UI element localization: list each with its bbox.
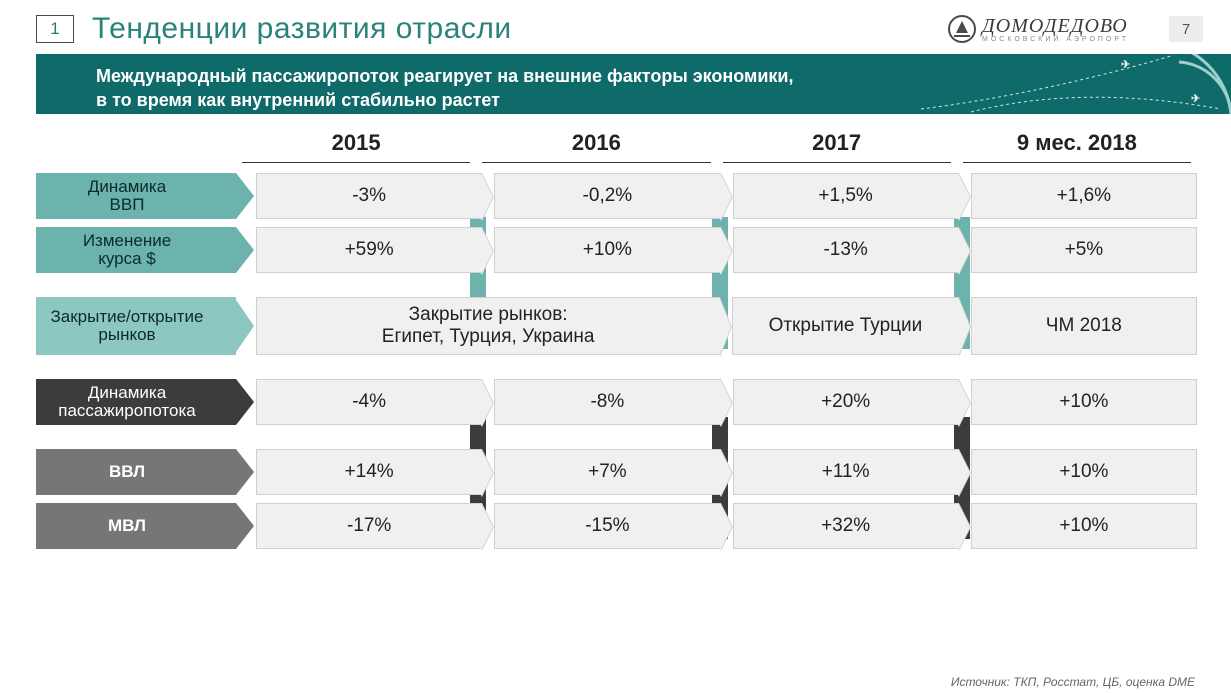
row-label-markets: Закрытие/открытие рынков: [36, 297, 236, 355]
cell-merged: Закрытие рынков: Египет, Турция, Украина: [256, 297, 720, 355]
cell: -4%: [256, 379, 482, 425]
row-cells: -17% -15% +32% +10%: [256, 503, 1197, 549]
gap: [36, 433, 1197, 449]
row-cells: Закрытие рынков: Египет, Турция, Украина…: [256, 297, 1197, 355]
row-cells: -3% -0,2% +1,5% +1,6%: [256, 173, 1197, 219]
cell: +1,6%: [971, 173, 1197, 219]
cell: +5%: [971, 227, 1197, 273]
year-headers-row: 2015 2016 2017 9 мес. 2018: [236, 130, 1197, 163]
banner-line2: в то время как внутренний стабильно раст…: [96, 88, 1203, 112]
logo-main: ДОМОДЕДОВО: [982, 16, 1129, 36]
gap: [36, 281, 1197, 297]
logo: ДОМОДЕДОВО МОСКОВСКИЙ АЭРОПОРТ: [948, 15, 1129, 43]
rows-container: Динамика ВВП -3% -0,2% +1,5% +1,6% Измен…: [36, 173, 1197, 549]
row-label-usd: Изменение курса $: [36, 227, 236, 273]
cell: +20%: [733, 379, 959, 425]
row-label-text: Динамика ВВП: [88, 178, 166, 215]
row-label-text: Закрытие/открытие рынков: [50, 308, 203, 345]
cell: +10%: [494, 227, 720, 273]
cell: -17%: [256, 503, 482, 549]
row-cells: -4% -8% +20% +10%: [256, 379, 1197, 425]
row-label-vvl: ВВЛ: [36, 449, 236, 495]
cell: -15%: [494, 503, 720, 549]
year-header: 2016: [482, 130, 710, 163]
cell: Открытие Турции: [732, 297, 958, 355]
row-markets: Закрытие/открытие рынков Закрытие рынков…: [36, 297, 1197, 355]
page-number: 7: [1169, 16, 1203, 42]
row-pax: Динамика пассажиропотока -4% -8% +20% +1…: [36, 379, 1197, 425]
section-number: 1: [50, 19, 59, 39]
section-number-box: 1: [36, 15, 74, 43]
row-cells: +59% +10% -13% +5%: [256, 227, 1197, 273]
row-label-text: Изменение курса $: [83, 232, 171, 269]
cell: +11%: [733, 449, 959, 495]
cell: +32%: [733, 503, 959, 549]
year-header: 9 мес. 2018: [963, 130, 1191, 163]
row-usd: Изменение курса $ +59% +10% -13% +5%: [36, 227, 1197, 273]
cell: +14%: [256, 449, 482, 495]
row-label-gdp: Динамика ВВП: [36, 173, 236, 219]
gap: [36, 363, 1197, 379]
airport-logo-icon: [948, 15, 976, 43]
cell: -13%: [733, 227, 959, 273]
cell: +1,5%: [733, 173, 959, 219]
row-label-text: Динамика пассажиропотока: [58, 384, 196, 421]
cell: -8%: [494, 379, 720, 425]
subtitle-banner: Международный пассажиропоток реагирует н…: [36, 54, 1231, 114]
year-header: 2017: [723, 130, 951, 163]
row-mvl: МВЛ -17% -15% +32% +10%: [36, 503, 1197, 549]
year-header: 2015: [242, 130, 470, 163]
data-grid: 2015 2016 2017 9 мес. 2018 Динамика ВВП …: [0, 114, 1231, 563]
source-note: Источник: ТКП, Росстат, ЦБ, оценка DME: [951, 675, 1195, 689]
cell: +10%: [971, 379, 1197, 425]
banner-line1: Международный пассажиропоток реагирует н…: [96, 64, 1203, 88]
row-label-text: МВЛ: [108, 517, 146, 535]
row-label-text: ВВЛ: [109, 463, 145, 481]
cell: +10%: [971, 449, 1197, 495]
cell: +7%: [494, 449, 720, 495]
logo-text: ДОМОДЕДОВО МОСКОВСКИЙ АЭРОПОРТ: [982, 16, 1129, 43]
cell: -3%: [256, 173, 482, 219]
row-label-mvl: МВЛ: [36, 503, 236, 549]
row-label-pax: Динамика пассажиропотока: [36, 379, 236, 425]
slide-header: 1 Тенденции развития отрасли ДОМОДЕДОВО …: [0, 0, 1231, 54]
logo-sub: МОСКОВСКИЙ АЭРОПОРТ: [982, 36, 1129, 43]
row-vvl: ВВЛ +14% +7% +11% +10%: [36, 449, 1197, 495]
row-cells: +14% +7% +11% +10%: [256, 449, 1197, 495]
slide-title: Тенденции развития отрасли: [92, 12, 930, 46]
cell: +59%: [256, 227, 482, 273]
cell: -0,2%: [494, 173, 720, 219]
cell: +10%: [971, 503, 1197, 549]
cell: ЧМ 2018: [971, 297, 1197, 355]
row-gdp: Динамика ВВП -3% -0,2% +1,5% +1,6%: [36, 173, 1197, 219]
